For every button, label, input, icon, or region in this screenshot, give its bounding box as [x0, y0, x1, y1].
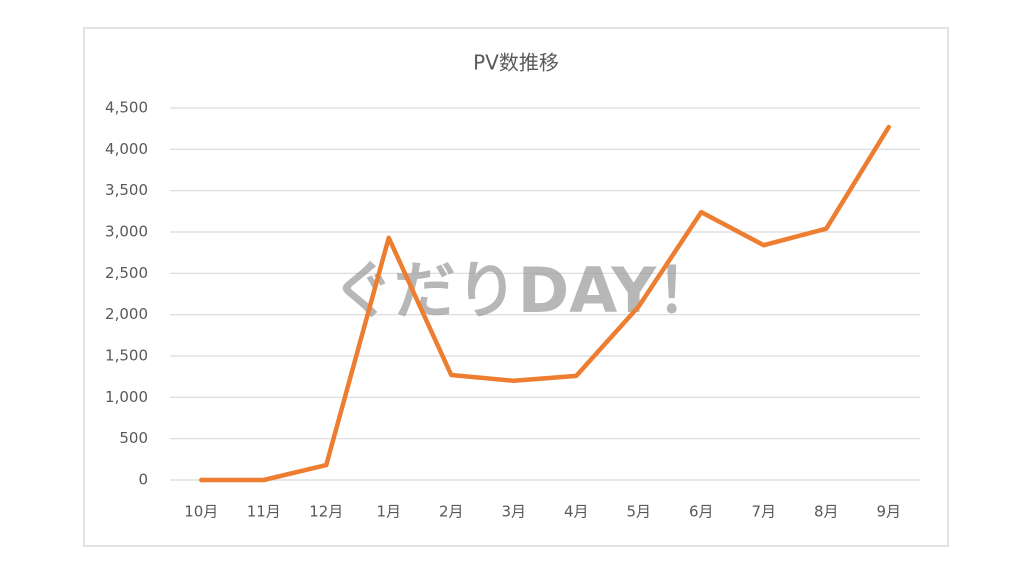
y-tick-label: 4,000: [105, 140, 148, 158]
x-tick-label: 7月: [751, 503, 776, 521]
chart-title: PV数推移: [473, 51, 559, 75]
chart-frame: [83, 27, 949, 547]
x-tick-label: 9月: [876, 503, 901, 521]
x-tick-label: 12月: [309, 503, 343, 521]
x-tick-label: 4月: [564, 503, 589, 521]
y-tick-label: 1,000: [105, 388, 148, 406]
line-series: [199, 124, 891, 483]
x-tick-label: 1月: [376, 503, 401, 521]
y-tick-label: 2,000: [105, 305, 148, 323]
y-tick-label: 500: [119, 429, 148, 447]
x-tick-label: 11月: [247, 503, 281, 521]
y-tick-label: 4,500: [105, 99, 148, 117]
y-tick-label: 3,000: [105, 223, 148, 241]
x-tick-label: 5月: [626, 503, 651, 521]
y-tick-label: 2,500: [105, 264, 148, 282]
x-tick-label: 8月: [814, 503, 839, 521]
watermark: ぐだりDAY！: [332, 254, 718, 327]
x-tick-label: 10月: [184, 503, 218, 521]
y-tick-label: 0: [138, 471, 148, 489]
y-tick-label: 3,500: [105, 181, 148, 199]
x-tick-label: 3月: [501, 503, 526, 521]
y-tick-label: 1,500: [105, 347, 148, 365]
x-tick-label: 2月: [439, 503, 464, 521]
x-tick-label: 6月: [689, 503, 714, 521]
